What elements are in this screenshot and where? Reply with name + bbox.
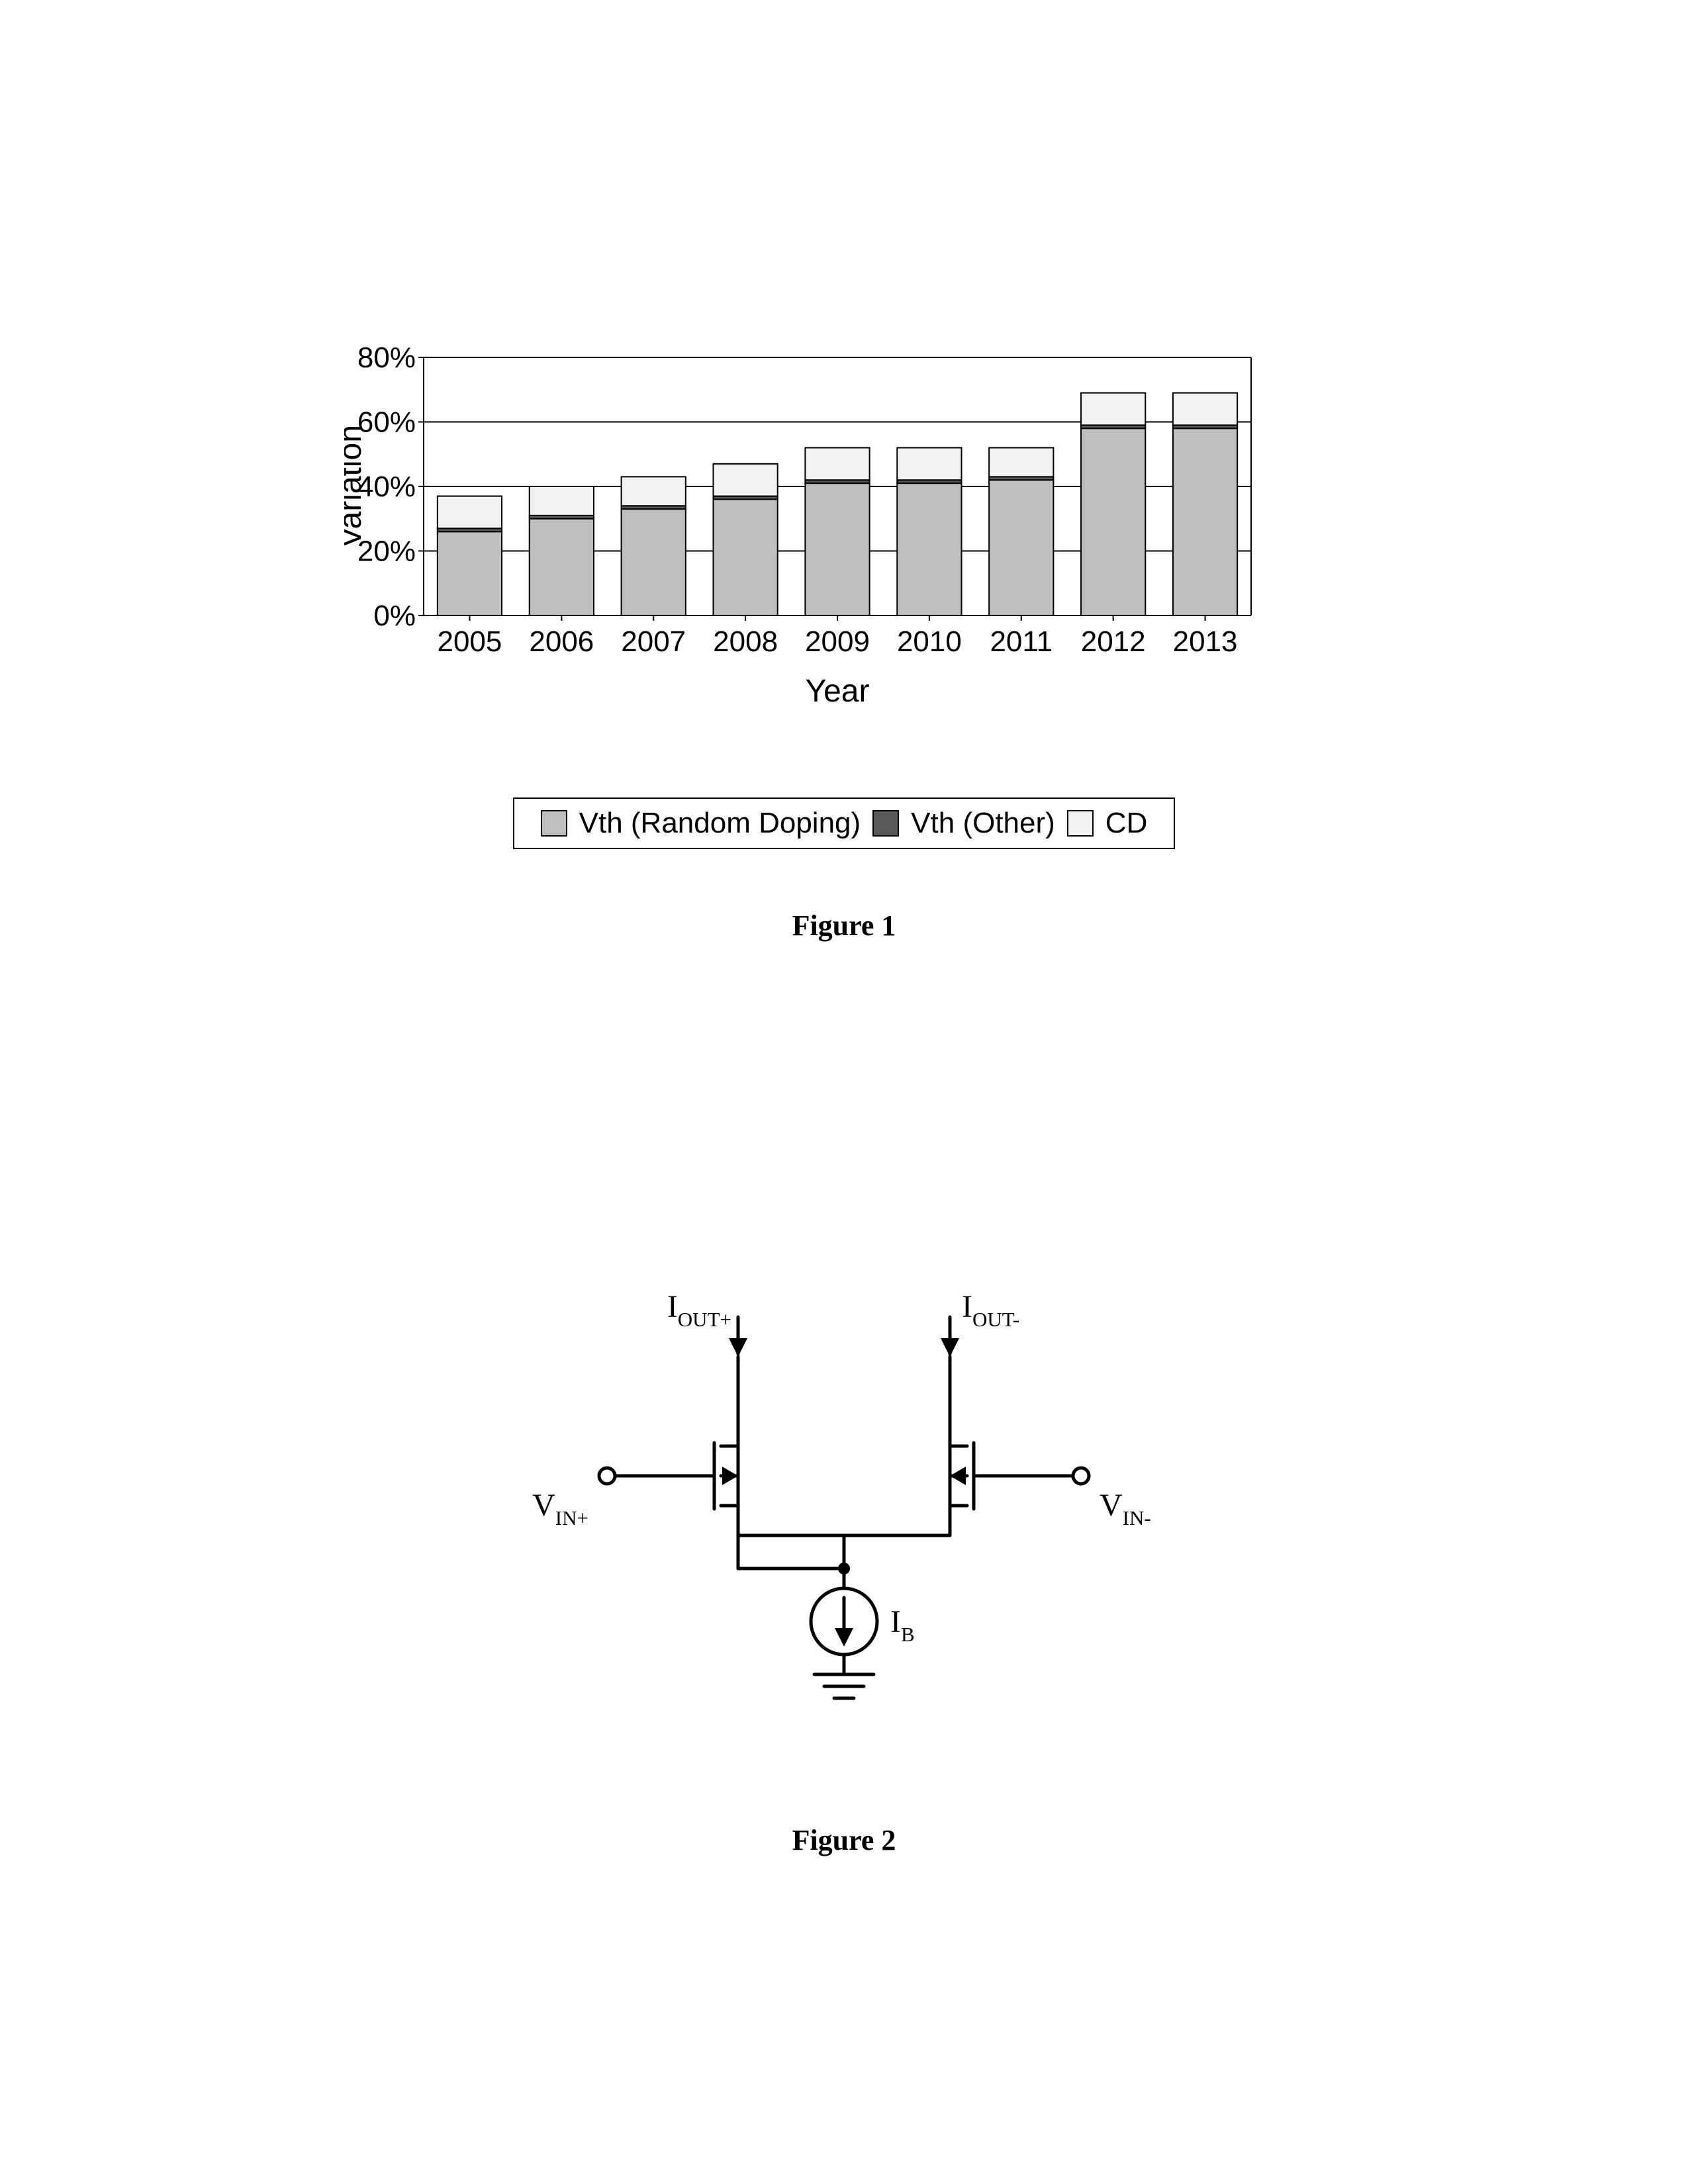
circuit-label: VIN- (1100, 1488, 1151, 1529)
x-tick-label: 2006 (529, 625, 594, 658)
bar-segment (989, 448, 1053, 477)
figure-2-group: IOUT+ IOUT- VIN+ VIN- IB Figure 2 (503, 1277, 1185, 1857)
figure-1-legend: Vth (Random Doping) Vth (Other) CD (344, 797, 1344, 849)
bar-segment (622, 477, 686, 506)
bar-segment (989, 480, 1053, 615)
circuit-label: IB (890, 1604, 915, 1646)
legend-swatch (1067, 810, 1094, 837)
bar-segment (530, 486, 594, 516)
bar-segment (530, 519, 594, 615)
legend-swatch (541, 810, 567, 837)
bar-segment (438, 531, 502, 615)
x-axis-label: Year (806, 674, 870, 709)
legend-swatch (872, 810, 899, 837)
arrow-down-icon (941, 1338, 959, 1357)
bar-segment (897, 448, 961, 480)
bar-segment (897, 483, 961, 615)
figure-2-caption: Figure 2 (503, 1823, 1185, 1857)
legend-label: Vth (Other) (911, 807, 1055, 840)
legend-label: CD (1105, 807, 1148, 840)
figure-1-group: Variation0%20%40%60%80%20052006200720082… (344, 344, 1344, 942)
y-tick-label: 20% (357, 535, 416, 568)
bar-segment (714, 464, 778, 496)
page: Variation0%20%40%60%80%20052006200720082… (0, 0, 1688, 2184)
figure-1-caption: Figure 1 (344, 909, 1344, 942)
bar-segment (1081, 393, 1145, 426)
bar-segment (805, 483, 869, 615)
x-tick-label: 2013 (1173, 625, 1238, 658)
y-tick-label: 60% (357, 406, 416, 439)
circuit-label: IOUT- (962, 1289, 1019, 1331)
bar-segment (622, 509, 686, 615)
y-tick-label: 40% (357, 471, 416, 503)
x-tick-label: 2010 (897, 625, 962, 658)
bar-segment (1081, 428, 1145, 615)
figure-2-circuit: IOUT+ IOUT- VIN+ VIN- IB (503, 1277, 1185, 1780)
circuit-label: IOUT+ (667, 1289, 731, 1331)
bar-segment (805, 448, 869, 480)
circuit-label: VIN+ (532, 1488, 588, 1529)
bar-segment (1173, 393, 1237, 426)
x-tick-label: 2012 (1081, 625, 1146, 658)
x-tick-label: 2009 (805, 625, 870, 658)
bar-segment (1173, 428, 1237, 615)
figure-1-chart: Variation0%20%40%60%80%20052006200720082… (344, 344, 1344, 768)
y-tick-label: 0% (373, 600, 416, 632)
y-tick-label: 80% (357, 344, 416, 374)
x-tick-label: 2007 (621, 625, 686, 658)
bar-segment (714, 500, 778, 616)
x-tick-label: 2008 (713, 625, 778, 658)
x-tick-label: 2011 (990, 625, 1053, 658)
x-tick-label: 2005 (437, 625, 502, 658)
bar-segment (438, 496, 502, 529)
legend-label: Vth (Random Doping) (579, 807, 861, 840)
arrow-down-icon (729, 1338, 747, 1357)
